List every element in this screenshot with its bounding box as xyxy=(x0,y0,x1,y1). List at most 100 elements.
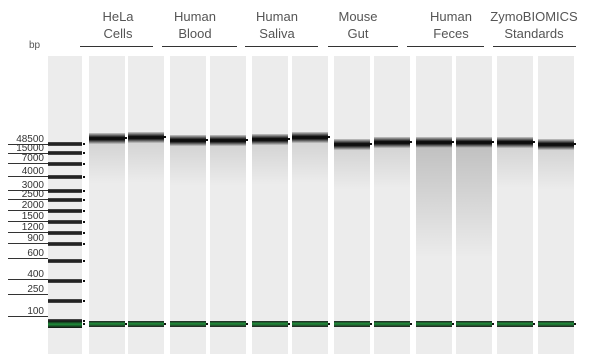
gel-lane xyxy=(456,56,492,354)
ladder-band xyxy=(48,279,82,283)
sample-smear xyxy=(497,148,533,188)
sample-gdna-band xyxy=(497,137,533,148)
sample-gdna-band xyxy=(538,139,574,150)
band-marker-tick xyxy=(83,320,85,322)
band-marker-tick xyxy=(83,190,85,192)
ladder-size-label: 7000 xyxy=(21,153,44,164)
ladder-size-label: 48500 xyxy=(16,134,44,145)
ladder-size-label: 600 xyxy=(27,248,44,259)
band-marker-tick xyxy=(164,136,166,138)
band-marker-tick xyxy=(288,323,290,325)
gel-lane xyxy=(89,56,125,354)
ladder-band xyxy=(48,231,82,235)
sample-gdna-band xyxy=(416,137,452,148)
sample-gdna-band xyxy=(128,132,164,143)
band-marker-tick xyxy=(83,300,85,302)
ladder-size-label: 2000 xyxy=(21,200,44,211)
band-marker-tick xyxy=(83,163,85,165)
sample-smear xyxy=(292,143,328,183)
ladder-band xyxy=(48,242,82,246)
sample-lower-marker-band xyxy=(456,321,492,327)
sample-lower-marker-band xyxy=(128,321,164,327)
ladder-band xyxy=(48,189,82,193)
band-marker-tick xyxy=(83,143,85,145)
gel-lane xyxy=(128,56,164,354)
ladder-label-rule xyxy=(8,144,48,145)
sample-header: Human Feces xyxy=(430,9,472,41)
band-marker-tick xyxy=(83,221,85,223)
bp-unit-label: bp xyxy=(29,40,41,51)
ladder-label-rule xyxy=(8,199,48,200)
sample-lower-marker-band xyxy=(89,321,125,327)
ladder-size-label: 100 xyxy=(27,306,44,317)
sample-lower-marker-band xyxy=(497,321,533,327)
band-marker-tick xyxy=(83,152,85,154)
sample-smear xyxy=(210,146,246,186)
sample-smear xyxy=(538,150,574,190)
band-marker-tick xyxy=(164,323,166,325)
sample-smear xyxy=(334,150,370,190)
sample-header-rule xyxy=(328,46,398,47)
sample-lower-marker-band xyxy=(374,321,410,327)
ladder-label-rule xyxy=(8,190,48,191)
band-marker-tick xyxy=(83,176,85,178)
ladder-size-label: 400 xyxy=(27,269,44,280)
band-marker-tick xyxy=(452,141,454,143)
gel-lane xyxy=(170,56,206,354)
ladder-size-label: 3000 xyxy=(21,180,44,191)
gel-lane xyxy=(416,56,452,354)
sample-lower-marker-band xyxy=(252,321,288,327)
sample-gdna-band xyxy=(456,137,492,148)
ladder-label-rule xyxy=(8,176,48,177)
ladder-size-label: 4000 xyxy=(21,166,44,177)
ladder-size-label: 2500 xyxy=(21,189,44,200)
ladder-band xyxy=(48,151,82,155)
sample-gdna-band xyxy=(89,133,125,144)
sample-header: HeLa Cells xyxy=(102,9,134,41)
ladder-band xyxy=(48,198,82,202)
band-marker-tick xyxy=(452,323,454,325)
ladder-band xyxy=(48,299,82,303)
sample-smear xyxy=(128,143,164,183)
sample-gdna-band xyxy=(170,135,206,146)
ladder-label-rule xyxy=(8,243,48,244)
ladder-band xyxy=(48,259,82,263)
sample-header: Human Saliva xyxy=(256,9,298,41)
ladder-band xyxy=(48,175,82,179)
band-marker-tick xyxy=(533,323,535,325)
band-marker-tick xyxy=(288,138,290,140)
ladder-label-rule xyxy=(8,258,48,259)
sample-lower-marker-band xyxy=(538,321,574,327)
band-marker-tick xyxy=(206,323,208,325)
sample-header-rule xyxy=(493,46,576,47)
sample-gdna-band xyxy=(292,132,328,143)
ladder-size-label: 250 xyxy=(27,284,44,295)
sample-smear xyxy=(89,144,125,184)
ladder-size-label: 1500 xyxy=(21,211,44,222)
gel-lane xyxy=(334,56,370,354)
band-marker-tick xyxy=(574,143,576,145)
band-marker-tick xyxy=(533,141,535,143)
band-marker-tick xyxy=(370,143,372,145)
sample-gdna-band xyxy=(252,134,288,145)
ladder-band xyxy=(48,162,82,166)
sample-gdna-band xyxy=(210,135,246,146)
sample-header-rule xyxy=(245,46,318,47)
band-marker-tick xyxy=(83,260,85,262)
gel-lane xyxy=(497,56,533,354)
gel-lane xyxy=(48,56,82,354)
band-marker-tick xyxy=(328,136,330,138)
ladder-band xyxy=(48,142,82,146)
band-marker-tick xyxy=(328,323,330,325)
ladder-label-rule xyxy=(8,210,48,211)
ladder-band xyxy=(48,209,82,213)
gel-lane xyxy=(374,56,410,354)
sample-gdna-band xyxy=(374,137,410,148)
band-marker-tick xyxy=(410,141,412,143)
ladder-label-rule xyxy=(8,316,48,317)
ladder-label-rule xyxy=(8,279,48,280)
gel-lane xyxy=(292,56,328,354)
sample-header-rule xyxy=(162,46,237,47)
band-marker-tick xyxy=(574,323,576,325)
ladder-size-label: 15000 xyxy=(16,143,44,154)
